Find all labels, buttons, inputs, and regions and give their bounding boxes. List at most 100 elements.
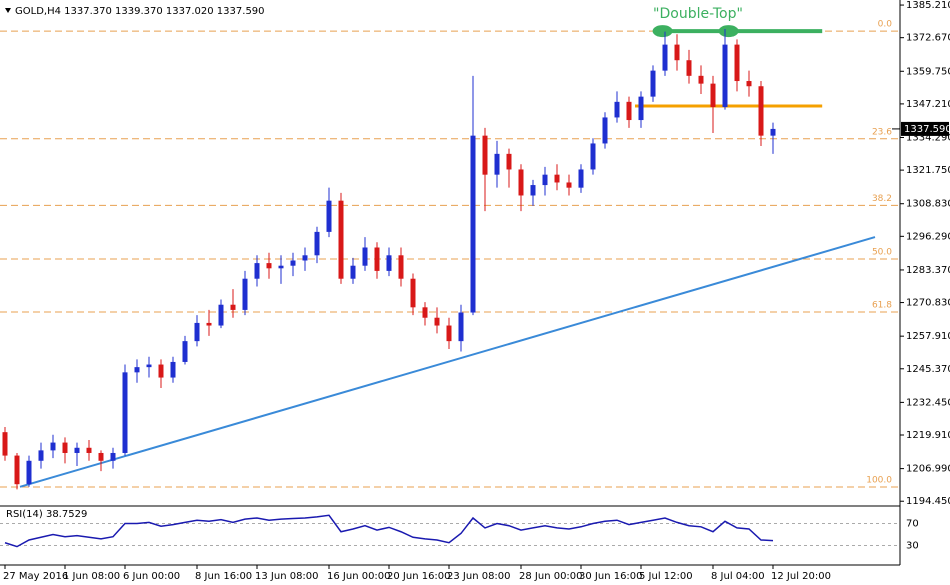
candle-body bbox=[710, 83, 716, 108]
x-tick-label: 30 Jun 16:00 bbox=[579, 571, 643, 582]
last-price-label: 1337.590 bbox=[904, 124, 950, 135]
y-tick-label: 1359.750 bbox=[906, 66, 950, 77]
candle-body bbox=[74, 447, 80, 453]
candle-body bbox=[770, 128, 776, 136]
candle-body bbox=[338, 200, 344, 279]
x-tick-label: 27 May 2016 bbox=[3, 571, 68, 582]
fib-label: 61.8 bbox=[872, 301, 892, 311]
candle-body bbox=[386, 255, 392, 271]
candle-body bbox=[98, 452, 104, 461]
y-tick-label: 1308.830 bbox=[906, 199, 950, 210]
candle-body bbox=[158, 364, 164, 378]
top-marker bbox=[718, 25, 739, 38]
fib-label: 38.2 bbox=[872, 194, 892, 204]
candle-body bbox=[590, 143, 596, 170]
candle-body bbox=[326, 200, 332, 232]
candle-body bbox=[290, 260, 296, 266]
candle-body bbox=[278, 265, 284, 269]
candle-body bbox=[602, 117, 608, 144]
candle-body bbox=[722, 44, 728, 108]
candle-body bbox=[614, 101, 620, 118]
y-tick-label: 1334.290 bbox=[906, 132, 950, 143]
candle-body bbox=[242, 278, 248, 310]
candle-body bbox=[422, 307, 428, 318]
annotation: "Double-Top" bbox=[653, 6, 743, 22]
x-tick-label: 1 Jun 08:00 bbox=[63, 571, 120, 582]
candle-body bbox=[38, 450, 44, 461]
candle-body bbox=[482, 135, 488, 175]
last-price-box bbox=[901, 121, 949, 136]
candle-body bbox=[734, 44, 740, 82]
candle-body bbox=[530, 185, 536, 196]
y-tick-label: 1257.910 bbox=[906, 331, 950, 342]
candle-body bbox=[638, 96, 644, 121]
y-tick-label: 1296.290 bbox=[906, 231, 950, 242]
fib-label: 100.0 bbox=[866, 476, 892, 486]
candle-body bbox=[470, 135, 476, 313]
candle-body bbox=[410, 278, 416, 308]
y-tick-label: 1372.670 bbox=[906, 33, 950, 44]
fib-label: 0.0 bbox=[878, 20, 893, 30]
candle-body bbox=[62, 442, 68, 453]
y-tick-label: 1206.990 bbox=[906, 464, 950, 475]
y-tick-label: 1347.210 bbox=[906, 99, 950, 110]
trend-line bbox=[19, 236, 876, 488]
candle-body bbox=[362, 247, 368, 266]
candle-body bbox=[542, 174, 548, 186]
candle-body bbox=[134, 367, 140, 373]
y-tick-label: 1194.450 bbox=[906, 496, 950, 507]
candle-body bbox=[26, 460, 32, 485]
candle-body bbox=[230, 304, 236, 310]
x-tick-label: 13 Jun 08:00 bbox=[255, 571, 319, 582]
x-tick-label: 23 Jun 08:00 bbox=[447, 571, 511, 582]
rsi-label: RSI(14) 38.7529 bbox=[6, 509, 87, 520]
candle-body bbox=[350, 265, 356, 279]
candle-body bbox=[2, 432, 8, 456]
candle-body bbox=[698, 75, 704, 84]
candle-body bbox=[518, 169, 524, 196]
y-tick-label: 1321.750 bbox=[906, 165, 950, 176]
x-tick-label: 12 Jul 20:00 bbox=[771, 571, 831, 582]
candle-body bbox=[182, 341, 188, 362]
candle-body bbox=[626, 101, 632, 121]
candle-body bbox=[194, 322, 200, 342]
x-tick-label: 5 Jul 12:00 bbox=[639, 571, 693, 582]
candle-body bbox=[110, 452, 116, 461]
candle-body bbox=[266, 263, 272, 269]
candle-body bbox=[494, 153, 500, 175]
y-tick-label: 1245.370 bbox=[906, 364, 950, 375]
candle-body bbox=[302, 255, 308, 261]
x-tick-label: 8 Jul 04:00 bbox=[711, 571, 765, 582]
top-marker bbox=[652, 25, 673, 38]
candle-body bbox=[662, 44, 668, 71]
y-tick-label: 1385.210 bbox=[906, 0, 950, 11]
candle-body bbox=[458, 312, 464, 342]
candle-body bbox=[14, 455, 20, 485]
candle-body bbox=[434, 317, 440, 326]
candle-body bbox=[650, 70, 656, 97]
fib-label: 50.0 bbox=[872, 247, 892, 257]
candle-body bbox=[122, 372, 128, 453]
fib-label: 23.6 bbox=[872, 127, 892, 137]
menu-triangle bbox=[5, 8, 11, 13]
x-tick-label: 28 Jun 00:00 bbox=[519, 571, 583, 582]
candle-body bbox=[218, 304, 224, 326]
candle-body bbox=[206, 322, 212, 326]
candle-body bbox=[686, 60, 692, 76]
candle-body bbox=[758, 86, 764, 136]
candle-body bbox=[446, 325, 452, 342]
candle-body bbox=[746, 81, 752, 87]
candle-body bbox=[578, 169, 584, 188]
candle-body bbox=[398, 255, 404, 279]
y-tick-label: 1270.830 bbox=[906, 298, 950, 309]
chart-title: GOLD,H4 1337.370 1339.370 1337.020 1337.… bbox=[15, 6, 265, 17]
rsi-line bbox=[4, 514, 774, 548]
candle-body bbox=[86, 447, 92, 453]
x-tick-label: 6 Jun 00:00 bbox=[123, 571, 180, 582]
x-tick-label: 8 Jun 16:00 bbox=[195, 571, 252, 582]
candle-body bbox=[674, 44, 680, 61]
x-tick-label: 20 Jun 16:00 bbox=[387, 571, 451, 582]
candle-body bbox=[254, 263, 260, 279]
candle-body bbox=[566, 182, 572, 188]
